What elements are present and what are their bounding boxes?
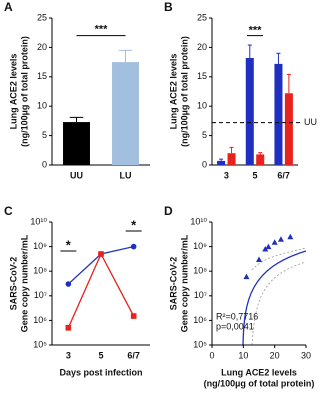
y-axis-title: Lung ACE2 levels	[8, 54, 18, 130]
y-tick-label: 10⁵	[33, 339, 47, 349]
x-tick-label: 3	[224, 170, 229, 180]
y-axis-title: Gene copy number/mL	[179, 234, 189, 332]
point	[243, 273, 250, 280]
x-tick-label: LU	[120, 170, 132, 180]
annotation: *	[131, 217, 137, 232]
y-axis-title: (ng/100µg of total protein)	[19, 36, 29, 147]
y-tick-label: 10⁸	[33, 266, 47, 276]
y-tick-label: 10	[197, 101, 207, 111]
y-tick-label: 20	[197, 42, 207, 52]
marker	[65, 281, 72, 287]
y-axis-title: SARS-CoV-2	[168, 257, 178, 311]
x-axis-title: Lung ACE2 levels	[221, 367, 297, 377]
point	[271, 239, 278, 245]
x-tick-label: 10	[238, 350, 248, 360]
marker	[130, 313, 137, 319]
bar	[112, 62, 139, 165]
annotation: ***	[95, 24, 109, 36]
bar	[256, 154, 265, 165]
marker	[130, 243, 137, 250]
y-tick-label: 10¹⁰	[190, 216, 207, 226]
line	[67, 252, 135, 329]
bar	[217, 160, 226, 165]
y-tick-label: 10⁹	[193, 241, 207, 251]
bar	[63, 122, 90, 165]
panel-label: D	[164, 204, 173, 218]
y-tick-label: 10¹⁰	[30, 216, 47, 226]
y-tick-label: 10⁸	[193, 266, 207, 276]
y-tick-label: 25	[37, 12, 47, 22]
y-tick-label: 25	[197, 12, 207, 22]
y-axis-title: Gene copy number/mL	[19, 234, 29, 332]
y-tick-label: 0	[42, 159, 47, 169]
x-tick-label: UU	[70, 170, 83, 180]
annotation: *	[66, 237, 72, 252]
y-tick-label: 15	[197, 71, 207, 81]
reference-label: UU	[304, 117, 317, 127]
confidence-band	[251, 261, 307, 346]
y-tick-label: 10⁵	[193, 339, 207, 349]
annotation: ***	[249, 25, 263, 37]
y-tick-label: 20	[37, 42, 47, 52]
y-tick-label: 15	[37, 71, 47, 81]
x-tick-label: 6/7	[277, 170, 290, 180]
bar	[245, 57, 254, 165]
bar	[227, 153, 236, 165]
y-tick-label: 5	[42, 130, 47, 140]
y-tick-label: 10⁷	[194, 290, 207, 300]
point	[287, 233, 294, 240]
y-tick-label: 5	[202, 130, 207, 140]
confidence-band	[251, 247, 307, 271]
panel-label: A	[4, 0, 13, 14]
marker	[98, 251, 104, 257]
y-tick-label: 10⁶	[33, 315, 47, 325]
point	[262, 245, 269, 252]
x-axis-title: Days post infection	[59, 367, 142, 377]
bar	[284, 93, 293, 165]
y-axis-title: Lung ACE2 levels	[168, 54, 178, 130]
marker	[65, 325, 72, 331]
x-tick-label: 0	[209, 350, 214, 360]
bar	[274, 63, 283, 165]
y-tick-label: 10⁶	[193, 315, 207, 325]
x-tick-label: 5	[252, 170, 257, 180]
y-tick-label: 10⁷	[34, 290, 47, 300]
y-axis-title: SARS-CoV-2	[8, 257, 18, 311]
x-tick-label: 20	[270, 350, 280, 360]
y-tick-label: 10	[37, 101, 47, 111]
panel-label: C	[4, 204, 13, 218]
annotation: R²=0,7716	[216, 311, 258, 321]
x-tick-label: 6/7	[127, 350, 140, 360]
panel-label: B	[164, 0, 173, 14]
x-tick-label: 3	[66, 350, 71, 360]
x-tick-label: 30	[301, 350, 311, 360]
y-tick-label: 10⁹	[33, 241, 47, 251]
y-tick-label: 0	[202, 159, 207, 169]
point	[256, 256, 262, 262]
point	[265, 243, 272, 250]
x-tick-label: 5	[98, 350, 103, 360]
fit-curve	[242, 250, 307, 346]
annotation: p=0,0041	[216, 321, 254, 331]
y-axis-title: (ng/100µg of total protein)	[179, 36, 189, 147]
point	[277, 236, 284, 242]
x-axis-title: (ng/100µg of total protein)	[204, 378, 315, 388]
